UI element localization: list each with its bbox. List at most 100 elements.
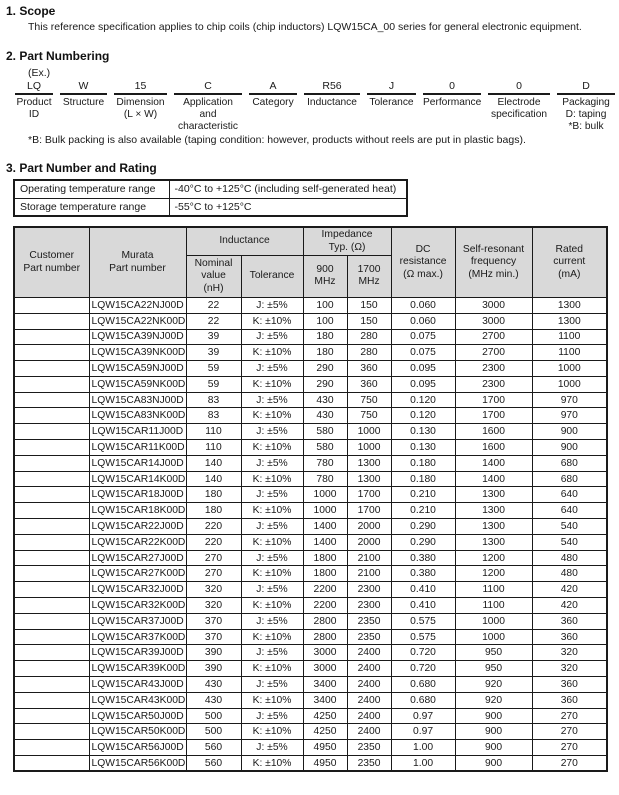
cell-rated-current: 1100 <box>531 344 608 362</box>
cell-impedance-900mhz: 3400 <box>302 691 348 709</box>
section-scope: 1. Scope This reference specification ap… <box>0 4 619 34</box>
table-row: LQW15CA59NJ00D 59 J: ±5% 290 360 0.095 2300 100… <box>13 360 608 377</box>
part-number-segment: A Category <box>249 80 297 109</box>
temp-row-label: Storage temperature range <box>13 197 170 217</box>
table-row: Storage temperature range -55°C to +125°… <box>13 197 408 217</box>
cell-impedance-900mhz: 2200 <box>302 597 348 614</box>
cell-impedance-900mhz: 430 <box>302 407 348 425</box>
cell-murata-part-number: LQW15CA39NJ00D <box>88 328 187 346</box>
cell-nominal-value: 430 <box>185 676 242 693</box>
cell-impedance-1700mhz: 2350 <box>346 755 392 772</box>
table-row: LQW15CA83NK00D 83 K: ±10% 430 750 0.120 1700 97… <box>13 407 608 425</box>
cell-dc-resistance: 0.075 <box>390 328 456 346</box>
cell-self-resonant-frequency: 1300 <box>454 502 533 520</box>
cell-self-resonant-frequency: 1600 <box>454 439 533 456</box>
cell-impedance-1700mhz: 2400 <box>346 691 392 709</box>
cell-customer-part-number <box>13 644 90 662</box>
cell-murata-part-number: LQW15CAR56J00D <box>88 739 187 757</box>
cell-self-resonant-frequency: 3000 <box>454 312 533 330</box>
cell-impedance-1700mhz: 2100 <box>346 565 392 583</box>
cell-dc-resistance: 0.380 <box>390 565 456 583</box>
bulk-packing-note: *B: Bulk packing is also available (tapi… <box>28 134 526 147</box>
cell-impedance-900mhz: 180 <box>302 344 348 362</box>
cell-dc-resistance: 1.00 <box>390 755 456 772</box>
cell-impedance-900mhz: 290 <box>302 360 348 377</box>
cell-nominal-value: 83 <box>185 391 242 409</box>
cell-customer-part-number <box>13 628 90 646</box>
cell-customer-part-number <box>13 518 90 535</box>
cell-tolerance: J: ±5% <box>240 454 304 472</box>
table-row: LQW15CA39NJ00D 39 J: ±5% 180 280 0.075 2700 110… <box>13 328 608 346</box>
cell-tolerance: J: ±5% <box>240 518 304 535</box>
segment-label: Dimension (L × W) <box>116 97 165 121</box>
cell-murata-part-number: LQW15CA83NJ00D <box>88 391 187 409</box>
table-row: LQW15CAR22J00D 220 J: ±5% 1400 2000 0.290 1300… <box>13 518 608 535</box>
cell-impedance-1700mhz: 1700 <box>346 486 392 504</box>
part-number-segment: C Application and characteristic <box>174 80 242 133</box>
cell-rated-current: 360 <box>531 628 608 646</box>
cell-self-resonant-frequency: 1100 <box>454 597 533 614</box>
cell-impedance-1700mhz: 2400 <box>346 644 392 662</box>
rating-heading: 3. Part Number and Rating <box>6 161 157 176</box>
table-row: LQW15CAR43J00D 430 J: ±5% 3400 2400 0.680 920 3… <box>13 676 608 693</box>
example-label: (Ex.) <box>28 67 51 80</box>
cell-rated-current: 680 <box>531 454 608 472</box>
cell-impedance-900mhz: 1400 <box>302 533 348 551</box>
cell-self-resonant-frequency: 950 <box>454 644 533 662</box>
cell-tolerance: K: ±10% <box>240 502 304 520</box>
cell-murata-part-number: LQW15CAR11J00D <box>88 423 187 441</box>
cell-impedance-1700mhz: 2300 <box>346 581 392 599</box>
cell-impedance-1700mhz: 1700 <box>346 502 392 520</box>
cell-nominal-value: 140 <box>185 454 242 472</box>
temp-row-label: Operating temperature range <box>13 179 170 199</box>
cell-rated-current: 1000 <box>531 360 608 377</box>
cell-impedance-1700mhz: 280 <box>346 328 392 346</box>
cell-self-resonant-frequency: 2300 <box>454 375 533 393</box>
part-number-segment: 0 Performance <box>423 80 481 109</box>
cell-self-resonant-frequency: 900 <box>454 707 533 725</box>
cell-dc-resistance: 0.120 <box>390 407 456 425</box>
cell-impedance-900mhz: 1000 <box>302 486 348 504</box>
table-row: LQW15CAR50J00D 500 J: ±5% 4250 2400 0.97 900 27… <box>13 707 608 725</box>
cell-tolerance: J: ±5% <box>240 739 304 757</box>
cell-customer-part-number <box>13 549 90 567</box>
table-header-row: Nominal value (nH) Tolerance 900 MHz 170… <box>14 254 607 298</box>
cell-self-resonant-frequency: 1400 <box>454 470 533 488</box>
cell-impedance-900mhz: 180 <box>302 328 348 346</box>
cell-impedance-1700mhz: 750 <box>346 407 392 425</box>
cell-impedance-1700mhz: 2000 <box>346 533 392 551</box>
part-number-segment: J Tolerance <box>367 80 416 109</box>
table-row: LQW15CAR11J00D 110 J: ±5% 580 1000 0.130 1600 9… <box>13 423 608 441</box>
cell-impedance-900mhz: 1800 <box>302 565 348 583</box>
cell-impedance-900mhz: 580 <box>302 423 348 441</box>
cell-self-resonant-frequency: 2700 <box>454 344 533 362</box>
table-row: Operating temperature range -40°C to +12… <box>13 179 408 199</box>
cell-rated-current: 640 <box>531 486 608 504</box>
table-row: LQW15CA22NK00D 22 K: ±10% 100 150 0.060 3000 13… <box>13 312 608 330</box>
cell-self-resonant-frequency: 1400 <box>454 454 533 472</box>
cell-dc-resistance: 0.410 <box>390 597 456 614</box>
cell-nominal-value: 320 <box>185 581 242 599</box>
cell-dc-resistance: 0.180 <box>390 454 456 472</box>
cell-customer-part-number <box>13 612 90 630</box>
cell-dc-resistance: 0.575 <box>390 612 456 630</box>
table-row: LQW15CAR56J00D 560 J: ±5% 4950 2350 1.00 900 27… <box>13 739 608 757</box>
cell-dc-resistance: 0.97 <box>390 723 456 741</box>
cell-customer-part-number <box>13 423 90 441</box>
cell-rated-current: 320 <box>531 644 608 662</box>
part-number-diagram: LQ Product ID W Structure 15 Dimension (L × W… <box>15 80 619 133</box>
cell-dc-resistance: 0.290 <box>390 518 456 535</box>
table-row: LQW15CAR39J00D 390 J: ±5% 3000 2400 0.720 950 3… <box>13 644 608 662</box>
cell-nominal-value: 390 <box>185 644 242 662</box>
cell-tolerance: K: ±10% <box>240 755 304 772</box>
segment-code: A <box>249 80 297 96</box>
cell-dc-resistance: 0.060 <box>390 296 456 314</box>
cell-self-resonant-frequency: 1300 <box>454 533 533 551</box>
cell-tolerance: J: ±5% <box>240 391 304 409</box>
cell-murata-part-number: LQW15CAR14J00D <box>88 454 187 472</box>
cell-rated-current: 360 <box>531 612 608 630</box>
cell-nominal-value: 180 <box>185 486 242 504</box>
segment-label: Performance <box>423 97 482 109</box>
cell-self-resonant-frequency: 2700 <box>454 328 533 346</box>
cell-impedance-1700mhz: 280 <box>346 344 392 362</box>
